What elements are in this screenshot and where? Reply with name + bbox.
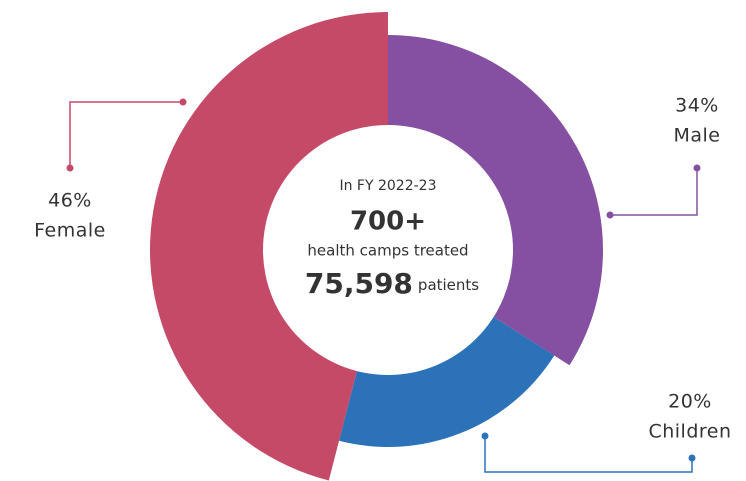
leader-dot: [179, 98, 187, 106]
slice: [339, 314, 555, 447]
leader-line: [610, 168, 698, 216]
slice-value-label: 34%: [675, 95, 719, 117]
slice-category-label: Children: [648, 421, 731, 443]
center-caption: patients: [418, 276, 479, 294]
donut: [149, 12, 603, 481]
center-number: 75,598: [305, 267, 413, 300]
center-line: 75,598 patients: [305, 267, 479, 300]
leader-dot: [693, 164, 701, 172]
slice: [149, 12, 388, 481]
leader-line: [69, 101, 183, 168]
leader-dot: [481, 432, 489, 440]
center-caption: In FY 2022-23: [339, 178, 436, 194]
leader-dot: [606, 211, 614, 219]
donut-hole: [263, 125, 513, 375]
center-number: 700+: [350, 207, 426, 237]
leader-line: [484, 436, 693, 473]
slice-category-label: Male: [673, 125, 720, 147]
slice-value-label: 46%: [48, 190, 92, 212]
slice-category-label: Female: [34, 220, 106, 242]
leader-dot: [66, 164, 74, 172]
leader-dot: [688, 454, 696, 462]
slice-value-label: 20%: [668, 391, 712, 413]
slice: [388, 35, 603, 366]
center-caption: health camps treated: [307, 242, 468, 260]
